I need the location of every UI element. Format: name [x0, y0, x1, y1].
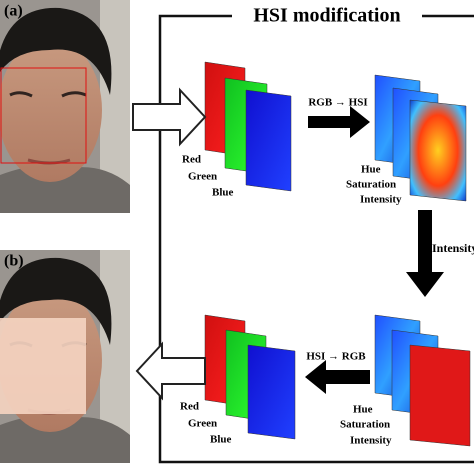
- labels: (a) (b) HSI modification Red Green Blue Hue Sat…: [4, 3, 474, 447]
- box-title: HSI modification: [253, 5, 400, 27]
- arrow: [308, 106, 370, 138]
- channel-label: Saturation: [346, 179, 396, 191]
- hair: [0, 257, 112, 345]
- channel-label: Hue: [353, 404, 373, 416]
- channel-label: Green: [188, 171, 217, 183]
- channel-image: [245, 89, 292, 192]
- panel-label: (b): [4, 253, 24, 270]
- hollow-arrow: [132, 87, 207, 147]
- modified-region: [0, 318, 86, 414]
- channel-label: Green: [188, 418, 217, 430]
- face: [0, 38, 102, 182]
- step-label: RGB → HSI: [308, 97, 367, 109]
- layout: [0, 0, 474, 464]
- channel-label: Blue: [212, 187, 234, 199]
- step-label: Intensity: [432, 241, 474, 255]
- arrow: [406, 210, 444, 297]
- hollow-arrow: [135, 341, 206, 401]
- hair: [0, 7, 112, 95]
- channel-label: Intensity: [350, 435, 392, 447]
- eye: [9, 91, 33, 98]
- title-bg: [232, 4, 422, 28]
- channel-image: [247, 344, 296, 440]
- arrow: [305, 360, 370, 394]
- step-label: HSI → RGB: [306, 351, 366, 363]
- channel-image: [409, 99, 467, 202]
- panel-label: (a): [4, 3, 23, 20]
- roi-box: [0, 67, 87, 164]
- channel-label: Red: [180, 401, 199, 413]
- channel-label: Hue: [361, 164, 381, 176]
- channel-label: Intensity: [360, 194, 402, 206]
- eye: [61, 91, 87, 98]
- channel-image: [409, 344, 471, 447]
- channel-label: Saturation: [340, 419, 390, 431]
- channel-label: Blue: [210, 434, 232, 446]
- channel-label: Red: [182, 154, 201, 166]
